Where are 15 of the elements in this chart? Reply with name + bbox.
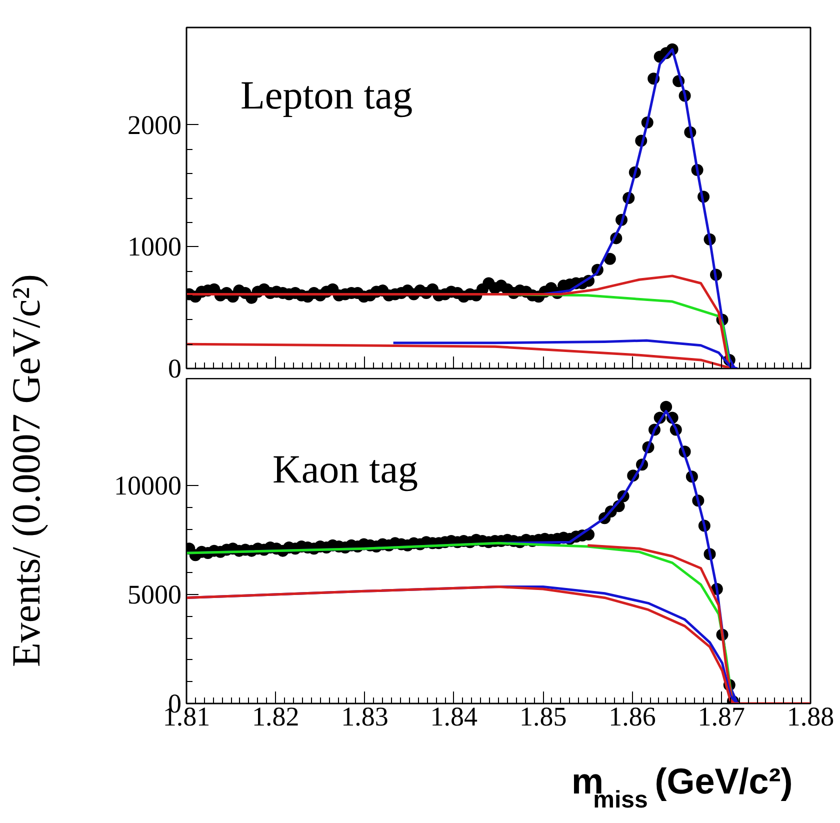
x-tick-label: 1.87: [698, 702, 745, 732]
x-tick-label: 1.82: [252, 702, 300, 732]
y-tick-label: 1000: [128, 232, 182, 262]
x-tick-label: 1.83: [341, 702, 388, 732]
y-axis-title: Events/ (0.0007 GeV/c²): [4, 274, 48, 668]
x-tick-label: 1.88: [786, 702, 834, 732]
x-tick-label: 1.84: [430, 702, 478, 732]
y-tick-label: 2000: [128, 110, 182, 140]
y-tick-label: 10000: [114, 470, 182, 500]
x-tick-label: 1.85: [519, 702, 567, 732]
annotation: Lepton tag: [240, 72, 413, 118]
y-tick-label: 5000: [128, 579, 182, 610]
x-tick-label: 1.86: [608, 702, 656, 732]
annotation: Kaon tag: [272, 446, 418, 492]
y-tick-label: 0: [168, 354, 182, 384]
